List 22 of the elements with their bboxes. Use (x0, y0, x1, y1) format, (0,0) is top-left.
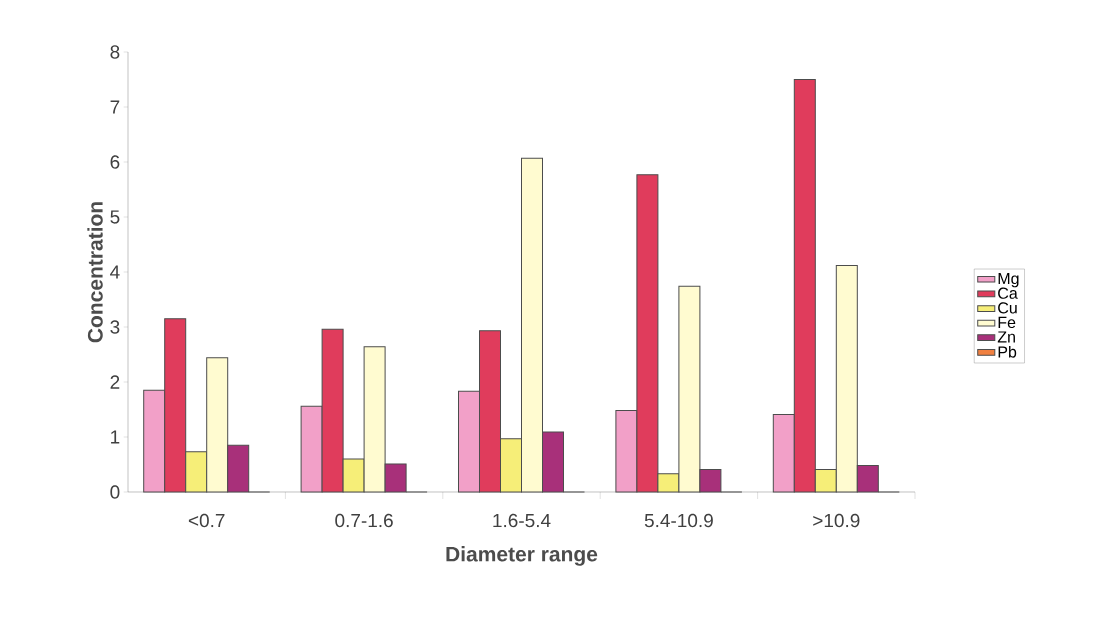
y-tick-label: 5 (110, 210, 120, 224)
y-tick-label: 3 (110, 320, 120, 334)
y-tick-label: 6 (110, 155, 120, 169)
legend-label: Pb (998, 345, 1017, 358)
x-tick-label: 5.4-10.9 (644, 513, 713, 528)
legend-label: Fe (998, 316, 1016, 329)
y-tick-label: 2 (110, 375, 120, 389)
x-tick-label: >10.9 (813, 513, 860, 528)
x-axis-title: Diameter range (446, 546, 598, 566)
y-tick-label: 8 (110, 45, 120, 59)
legend-label: Ca (998, 287, 1018, 299)
x-tick-label: 1.6-5.4 (493, 513, 551, 528)
legend-label: Mg (998, 273, 1019, 288)
y-tick-label: 1 (111, 430, 120, 444)
y-tick-label: 7 (110, 100, 120, 114)
y-tick-label: 0 (110, 485, 120, 499)
x-tick-label: 0.7-1.6 (335, 513, 393, 528)
x-tick-label: <0.7 (188, 513, 225, 528)
legend-label: Zn (997, 331, 1015, 343)
y-axis-title: Concentration (87, 202, 103, 343)
legend-label: Cu (998, 302, 1017, 314)
y-tick-label: 4 (110, 265, 120, 279)
